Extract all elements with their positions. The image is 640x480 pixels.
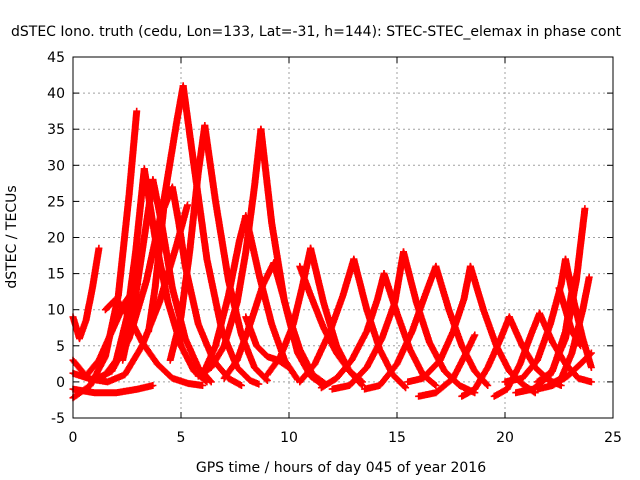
data-point-markers — [296, 255, 358, 386]
data-point-markers — [555, 284, 585, 350]
data-point-markers — [119, 176, 157, 364]
data-point-markers — [533, 349, 595, 393]
x-tick-label: 0 — [69, 430, 78, 446]
data-point-markers — [101, 165, 148, 379]
data-point-markers — [400, 248, 479, 397]
x-tick-label: 15 — [388, 430, 406, 446]
data-point-markers — [361, 262, 440, 393]
series-27 — [400, 248, 479, 397]
y-tick-label: 0 — [56, 375, 65, 391]
data-point-markers — [458, 313, 513, 400]
series-47 — [149, 176, 215, 386]
series-21 — [296, 255, 358, 386]
data-point-markers — [404, 262, 474, 386]
x-tick-label: 5 — [177, 430, 186, 446]
y-tick-label: 20 — [47, 231, 65, 247]
y-tick-label: 5 — [56, 339, 65, 355]
chart-title: dSTEC Iono. truth (cedu, Lon=133, Lat=-3… — [11, 24, 621, 40]
data-point-markers — [69, 107, 141, 402]
data-point-markers — [149, 176, 215, 386]
series-7 — [101, 165, 148, 379]
y-tick-label: 15 — [47, 267, 65, 283]
series-43 — [555, 284, 585, 350]
series-26 — [328, 248, 407, 393]
series-32 — [415, 331, 479, 400]
data-point-markers — [101, 295, 207, 389]
series-10 — [166, 122, 209, 364]
series-44 — [69, 382, 157, 397]
x-tick-label: 20 — [496, 430, 514, 446]
data-point-markers — [201, 122, 271, 384]
data-point-markers — [194, 125, 265, 380]
data-point-markers — [69, 382, 157, 397]
series-3 — [69, 107, 141, 402]
y-tick-label: 40 — [47, 86, 65, 102]
y-tick-label: 35 — [47, 122, 65, 138]
series-46 — [119, 176, 157, 364]
series-28 — [361, 262, 440, 393]
data-point-markers — [415, 331, 479, 400]
y-tick-label: -5 — [51, 411, 65, 427]
data-point-markers — [296, 262, 366, 386]
series-24 — [317, 270, 388, 392]
series-33 — [458, 313, 513, 400]
series-1 — [69, 244, 103, 343]
x-axis-label: GPS time / hours of day 045 of year 2016 — [196, 460, 486, 476]
data-point-markers — [166, 122, 209, 364]
data-point-markers — [317, 270, 388, 392]
series-45 — [101, 295, 207, 389]
series-13 — [257, 125, 328, 389]
y-tick-label: 25 — [47, 194, 65, 210]
series-12 — [194, 125, 265, 380]
y-tick-label: 10 — [47, 303, 65, 319]
series-30 — [404, 262, 474, 386]
data-point-markers — [69, 244, 103, 343]
series-42 — [533, 349, 595, 393]
y-axis-label: dSTEC / TECUs — [4, 185, 20, 288]
series-11 — [201, 122, 271, 384]
data-points — [69, 82, 595, 402]
y-tick-label: 45 — [47, 50, 65, 66]
x-tick-label: 25 — [604, 430, 622, 446]
series-23 — [296, 262, 366, 386]
grid-lines — [73, 57, 613, 418]
data-point-markers — [257, 125, 328, 389]
y-tick-label: 30 — [47, 158, 65, 174]
x-tick-label: 10 — [280, 430, 298, 446]
data-point-markers — [328, 248, 407, 393]
